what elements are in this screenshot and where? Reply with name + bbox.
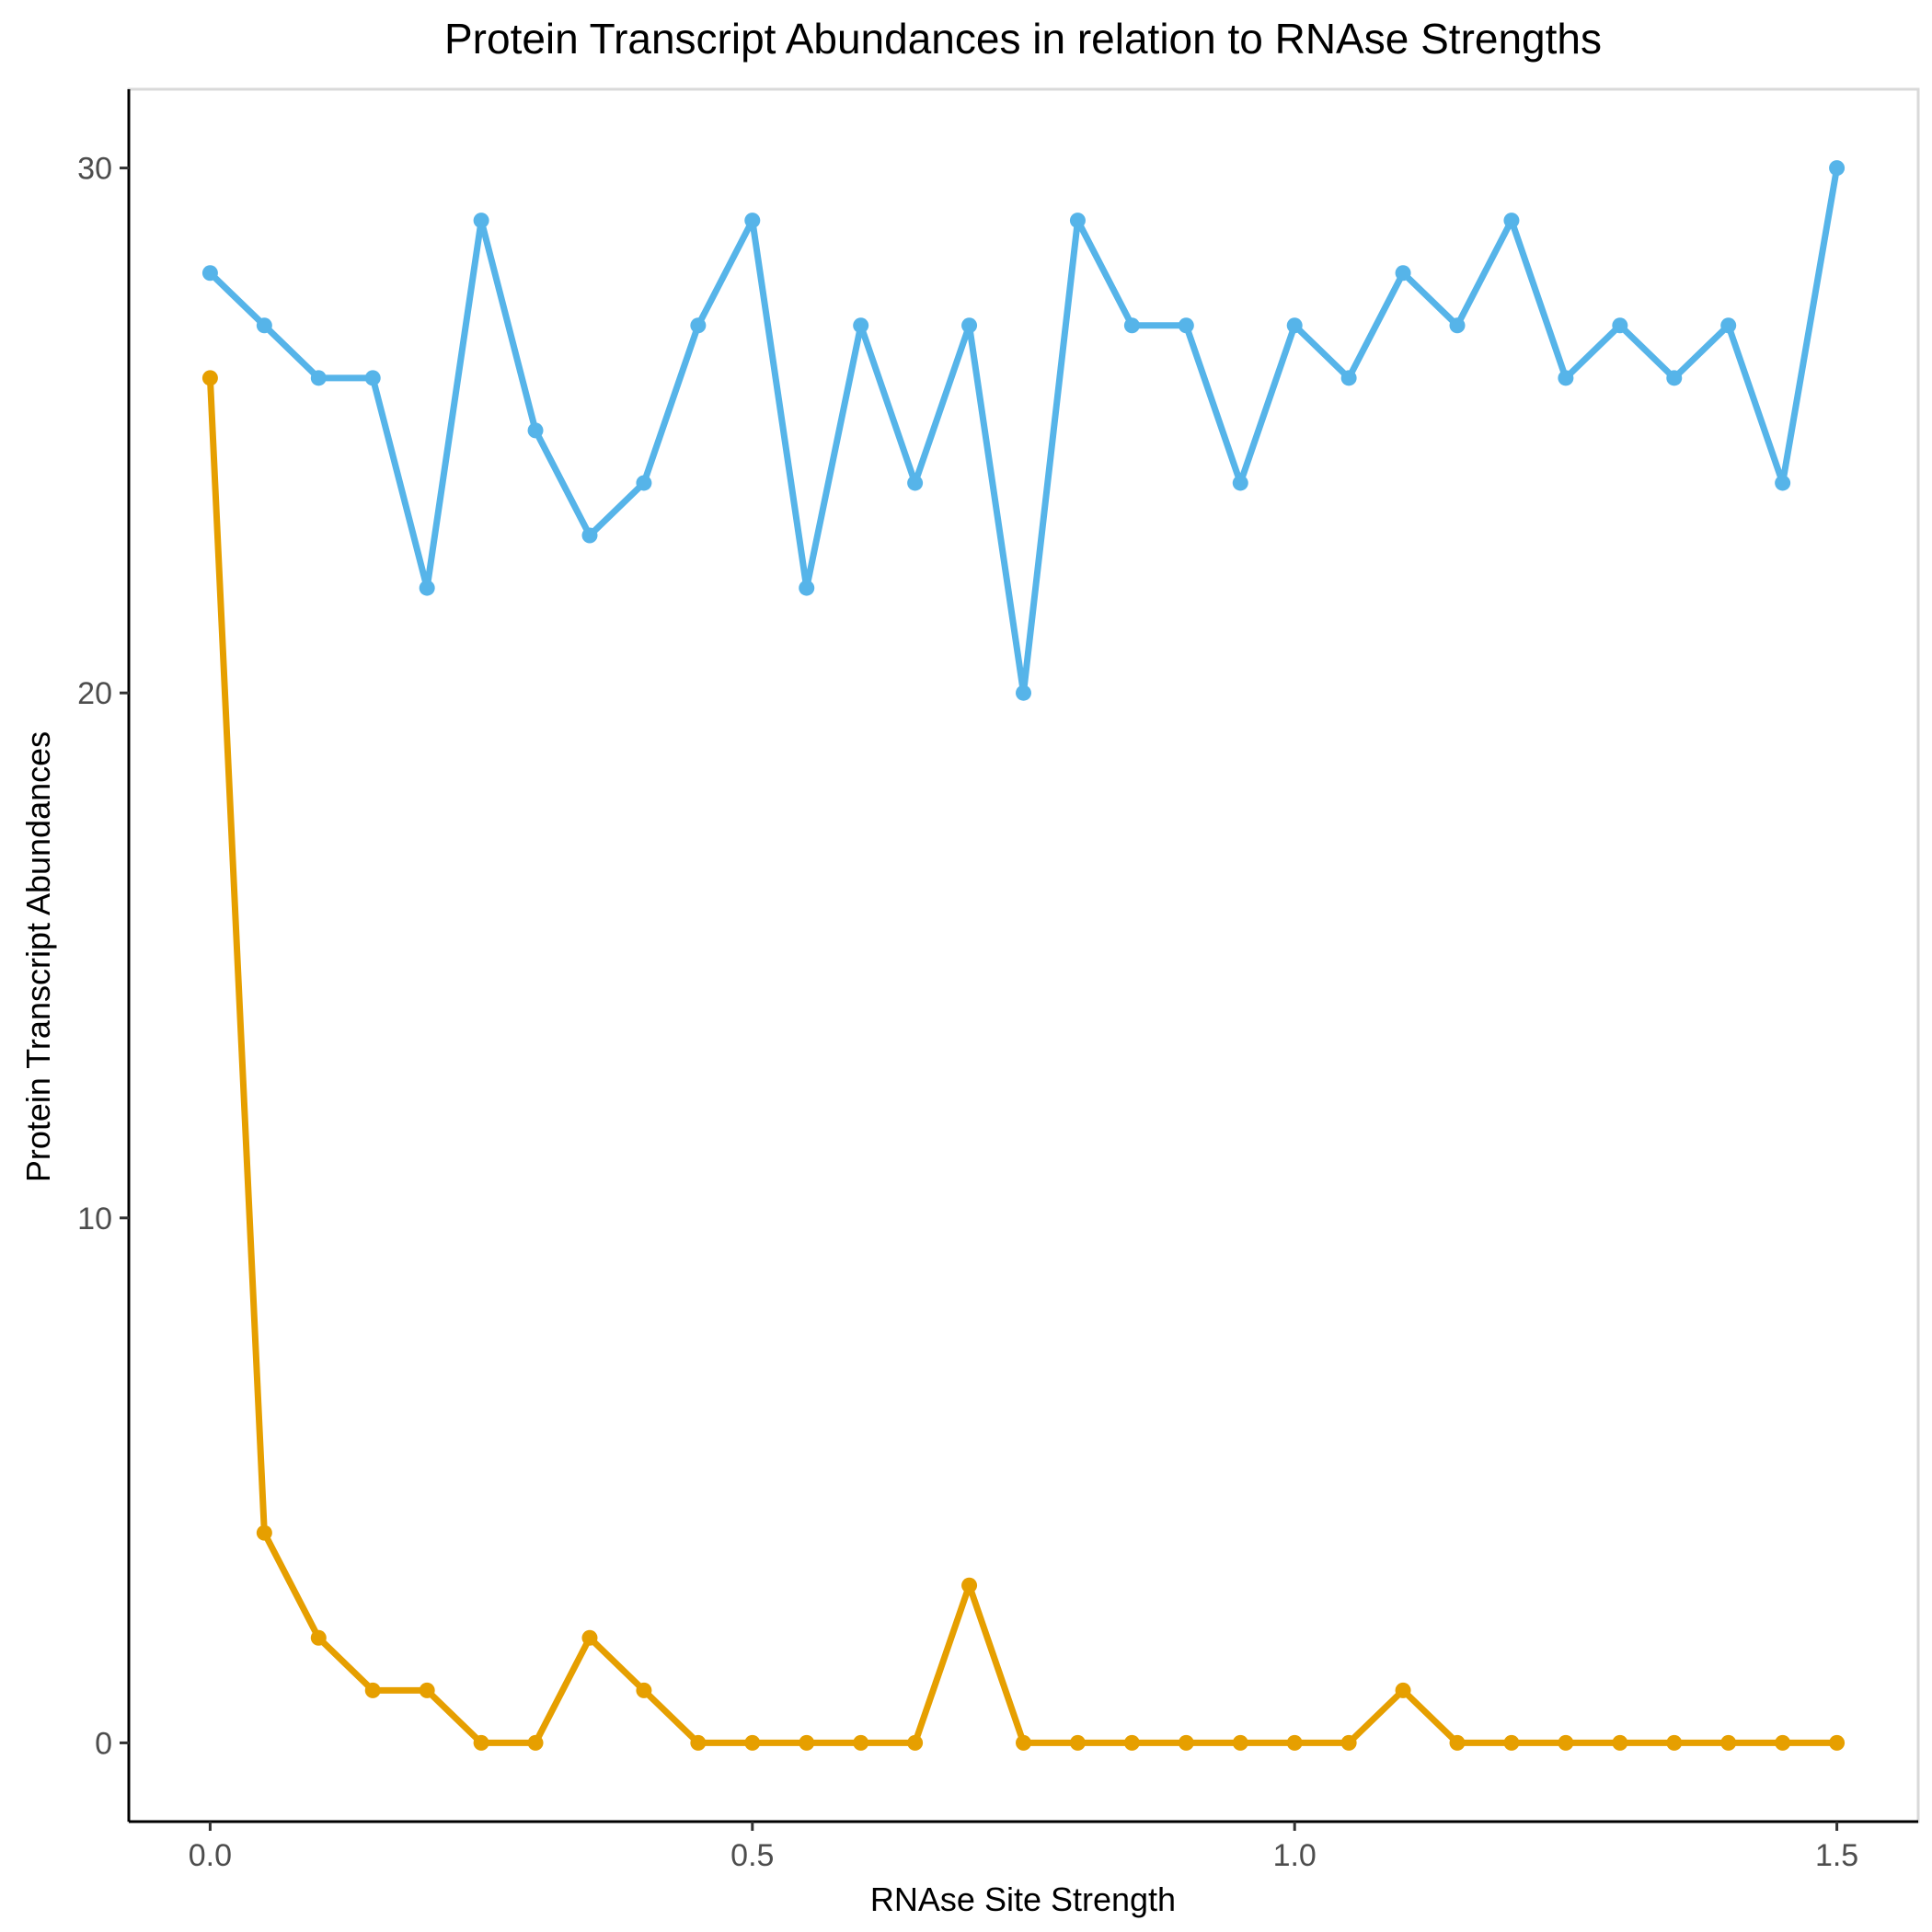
data-point [527,422,544,439]
data-point [1123,1734,1140,1751]
data-point [1775,1734,1791,1751]
chart-title: Protein Transcript Abundances in relatio… [444,15,1602,63]
data-point [1558,1734,1574,1751]
data-point [1829,160,1846,177]
x-axis-label: RNAse Site Strength [870,1880,1176,1918]
y-tick-label: 0 [95,1726,112,1761]
data-point [853,1734,869,1751]
plot-panel-border [127,87,1920,1823]
x-tick-label: 1.5 [1815,1838,1858,1873]
y-tick-label: 10 [77,1202,112,1236]
data-point [310,370,327,386]
data-point [1286,317,1303,334]
data-point [1720,1734,1737,1751]
data-point [1178,317,1194,334]
data-point [581,527,598,544]
series-layer [201,160,1846,1751]
data-point [1069,213,1086,229]
data-point [1123,317,1140,334]
data-point [256,317,272,334]
series-line [206,374,1841,1746]
y-tick-label: 20 [77,676,112,711]
data-point [1232,475,1248,491]
data-point [1340,1734,1357,1751]
data-point [1449,317,1466,334]
data-point [1232,1734,1248,1751]
data-point [1666,370,1683,386]
x-axis-ticks: 0.0 0.5 1.0 1.5 [189,1822,1858,1873]
series-2 [201,370,1846,1751]
y-axis-label: Protein Transcript Abundances [19,731,57,1182]
data-point [364,370,381,386]
data-point [201,265,218,282]
data-point [1395,265,1411,282]
series-line [206,165,1841,696]
x-tick-label: 1.0 [1273,1838,1317,1873]
data-point [1612,1734,1628,1751]
data-point [473,1734,489,1751]
data-point [853,317,869,334]
x-tick-label: 0.0 [189,1838,232,1873]
data-point [419,1682,435,1698]
x-tick-label: 0.5 [730,1838,774,1873]
data-point [1286,1734,1303,1751]
data-point [1178,1734,1194,1751]
data-point [1503,213,1520,229]
data-point [961,1577,978,1593]
data-point [907,1734,924,1751]
data-point [907,475,924,491]
data-point [1775,475,1791,491]
data-point [1449,1734,1466,1751]
data-point [1069,1734,1086,1751]
y-tick-label: 30 [77,152,112,187]
series-1 [201,160,1846,701]
data-point [799,1734,815,1751]
data-point [1720,317,1737,334]
data-point [636,1682,652,1698]
data-point [581,1629,598,1646]
data-point [419,580,435,596]
data-point [636,475,652,491]
data-point [364,1682,381,1698]
data-point [527,1734,544,1751]
data-point [1340,370,1357,386]
data-point [1558,370,1574,386]
data-point [1016,1734,1031,1751]
data-point [473,213,489,229]
data-point [961,317,978,334]
data-point [744,213,761,229]
data-point [1612,317,1628,334]
data-point [310,1629,327,1646]
data-point [1395,1682,1411,1698]
data-point [256,1524,272,1541]
data-point [690,317,707,334]
data-point [1829,1734,1846,1751]
data-point [799,580,815,596]
data-point [1666,1734,1683,1751]
y-axis-ticks: 0 10 20 30 [77,152,129,1761]
data-point [1016,684,1031,701]
data-point [201,370,218,386]
plot-frame [127,87,1920,1823]
data-point [744,1734,761,1751]
data-point [690,1734,707,1751]
data-point [1503,1734,1520,1751]
